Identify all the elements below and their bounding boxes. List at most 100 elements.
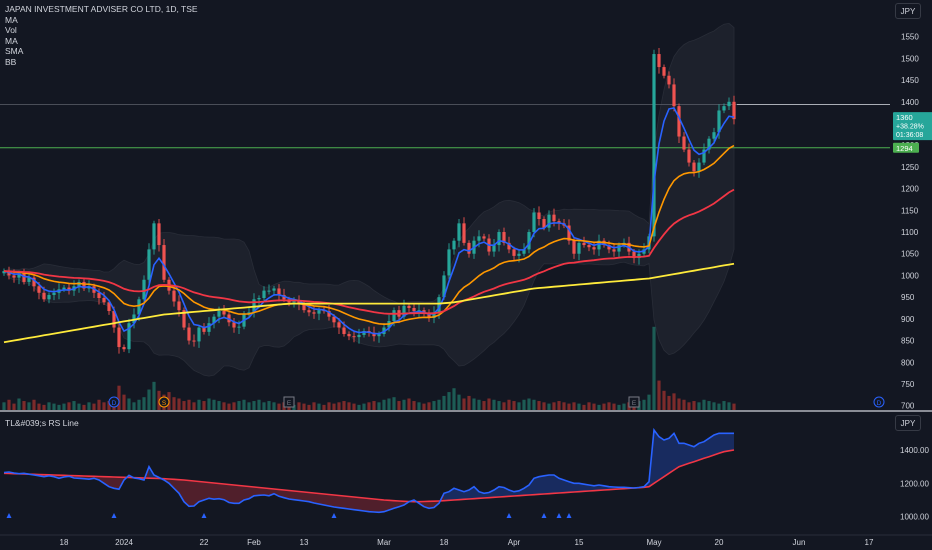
volume-bar xyxy=(607,402,611,410)
volume-bar xyxy=(422,403,426,410)
candle xyxy=(697,162,701,172)
volume-bar xyxy=(142,397,146,410)
volume-bar xyxy=(512,401,516,410)
rs-fill xyxy=(179,479,184,502)
rs-fill xyxy=(544,475,549,494)
currency-button-rs[interactable]: JPY xyxy=(895,415,921,431)
volume-bar xyxy=(702,399,706,410)
rs-fill xyxy=(229,484,234,504)
candle xyxy=(17,273,21,278)
rs-fill xyxy=(344,496,349,509)
rs-fill xyxy=(529,478,534,495)
candle xyxy=(552,214,556,222)
rs-fill xyxy=(594,485,599,491)
event-marker-dividend xyxy=(158,396,170,408)
rs-fill xyxy=(369,498,374,512)
time-tick-label: Apr xyxy=(508,538,521,547)
rs-new-high-marker xyxy=(506,513,512,518)
time-tick-label: 18 xyxy=(60,538,69,547)
volume-bar xyxy=(232,402,236,410)
rs-fill xyxy=(444,491,449,501)
candle xyxy=(62,287,66,290)
rs-fill xyxy=(234,485,239,504)
candle xyxy=(437,297,441,313)
candle xyxy=(142,279,146,300)
rs-fill xyxy=(569,481,574,493)
volume-bar xyxy=(227,403,231,410)
volume-bar xyxy=(417,402,421,410)
volume-bar xyxy=(97,399,101,410)
volume-bar xyxy=(387,398,391,410)
rs-fill xyxy=(689,445,694,464)
candle xyxy=(442,275,446,298)
rs-fill xyxy=(284,490,289,499)
last-price-value: 1360 xyxy=(896,113,913,122)
candle xyxy=(147,249,151,280)
volume-bar xyxy=(477,399,481,410)
volume-bar xyxy=(187,399,191,410)
volume-bar xyxy=(602,403,606,410)
rs-fill xyxy=(519,488,524,496)
candle xyxy=(232,322,236,328)
rs-fill xyxy=(349,496,354,510)
rs-fill xyxy=(729,433,734,451)
candle xyxy=(657,54,661,68)
time-tick-label: 17 xyxy=(865,538,874,547)
candle xyxy=(352,336,356,338)
indicator-sma[interactable]: SMA xyxy=(5,46,24,56)
rs-fill xyxy=(384,500,389,512)
candle xyxy=(27,277,31,282)
event-marker-label: D xyxy=(112,400,117,407)
rs-fill xyxy=(459,490,464,500)
time-tick-label: Mar xyxy=(377,538,391,547)
volume-bar xyxy=(102,402,106,410)
volume-bar xyxy=(522,399,526,410)
bollinger-band xyxy=(3,22,735,377)
volume-bar xyxy=(467,395,471,410)
candle xyxy=(332,316,336,323)
level-badge xyxy=(893,142,919,153)
symbol-title[interactable]: JAPAN INVESTMENT ADVISER CO LTD, 1D, TSE xyxy=(5,4,198,14)
candle xyxy=(102,298,106,303)
volume-bar xyxy=(582,404,586,410)
price-tick-label: 1400 xyxy=(901,98,919,107)
level-badge-value: 1294 xyxy=(896,144,913,153)
volume-bar xyxy=(547,403,551,410)
rs-fill xyxy=(724,433,729,452)
sma-long-line xyxy=(3,262,735,344)
rs-fill xyxy=(579,483,584,492)
event-marker-earnings xyxy=(283,396,295,408)
indicator-ma-2[interactable]: MA xyxy=(5,35,18,46)
rs-fill xyxy=(184,480,189,507)
price-tick-label: 950 xyxy=(901,293,915,302)
rs-fill xyxy=(204,482,209,500)
candle xyxy=(22,273,26,282)
candle xyxy=(517,253,521,256)
volume-bar xyxy=(667,395,671,410)
volume-bar xyxy=(517,402,521,410)
candle xyxy=(222,311,226,315)
candle xyxy=(192,340,196,342)
currency-button-main[interactable]: JPY xyxy=(895,3,921,19)
indicator-ma-1[interactable]: MA xyxy=(5,14,18,25)
candle xyxy=(2,271,6,274)
candle xyxy=(272,288,276,291)
candle xyxy=(82,281,86,289)
ma-slow-line xyxy=(3,188,735,315)
volume-bar xyxy=(502,402,506,410)
volume-bar xyxy=(217,401,221,410)
rs-new-high-marker xyxy=(331,513,337,518)
event-marker-label: E xyxy=(632,400,637,407)
indicator-vol[interactable]: Vol xyxy=(5,25,17,35)
rs-fill xyxy=(279,489,284,498)
volume-bar xyxy=(657,380,661,410)
price-tick-label: 1200 xyxy=(901,185,919,194)
candle xyxy=(632,251,636,259)
indicator-bb[interactable]: BB xyxy=(5,56,17,67)
candle xyxy=(362,330,366,335)
rs-panel-title[interactable]: TL&#039;s RS Line xyxy=(5,418,79,428)
volume-bar xyxy=(432,401,436,410)
time-tick-label: May xyxy=(646,538,661,547)
candle xyxy=(512,249,516,256)
